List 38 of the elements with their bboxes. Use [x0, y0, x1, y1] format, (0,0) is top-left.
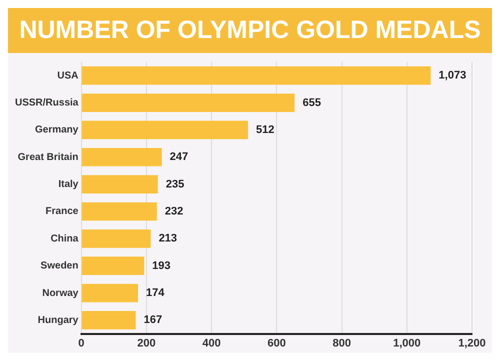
x-tick-label: 600: [268, 337, 286, 350]
data-label: 174: [146, 287, 166, 300]
bar: [82, 256, 144, 276]
data-label: 655: [302, 96, 321, 109]
data-label: 167: [144, 314, 162, 326]
chart-title: NUMBER OF OLYMPIC GOLD MEDALS: [8, 8, 492, 53]
x-tick-label: 0: [78, 337, 84, 350]
bar: [82, 229, 151, 248]
x-tick-label: 1,200: [458, 337, 486, 350]
y-tick-label: USSR/Russia: [14, 98, 79, 109]
x-tick-label: 1,000: [393, 337, 421, 350]
bar: [82, 175, 158, 194]
bar: [82, 120, 248, 140]
y-tick-label: Italy: [58, 179, 79, 190]
y-tick-label: Hungary: [38, 314, 79, 326]
y-tick-label: France: [46, 206, 79, 218]
bar: [82, 66, 431, 85]
y-tick-label: Germany: [34, 124, 79, 136]
data-label: 1,073: [438, 70, 466, 82]
y-tick-label: Sweden: [40, 260, 78, 272]
data-label: 232: [164, 206, 184, 218]
bar: [82, 202, 157, 221]
data-label: 193: [152, 260, 171, 272]
y-tick-label: USA: [57, 70, 78, 82]
bar: [82, 311, 136, 330]
y-tick-label: Norway: [42, 288, 79, 299]
data-label: 213: [158, 232, 178, 245]
bar: [82, 148, 162, 166]
data-label: 247: [170, 151, 188, 164]
x-tick-label: 400: [202, 337, 221, 350]
bar: [82, 94, 295, 112]
x-tick-label: 200: [137, 337, 156, 350]
bar: [82, 284, 138, 302]
data-label: 235: [166, 178, 184, 190]
y-tick-label: China: [50, 233, 79, 244]
x-tick-label: 800: [332, 337, 351, 350]
y-tick-label: Great Britain: [18, 152, 78, 163]
data-label: 512: [256, 124, 274, 136]
